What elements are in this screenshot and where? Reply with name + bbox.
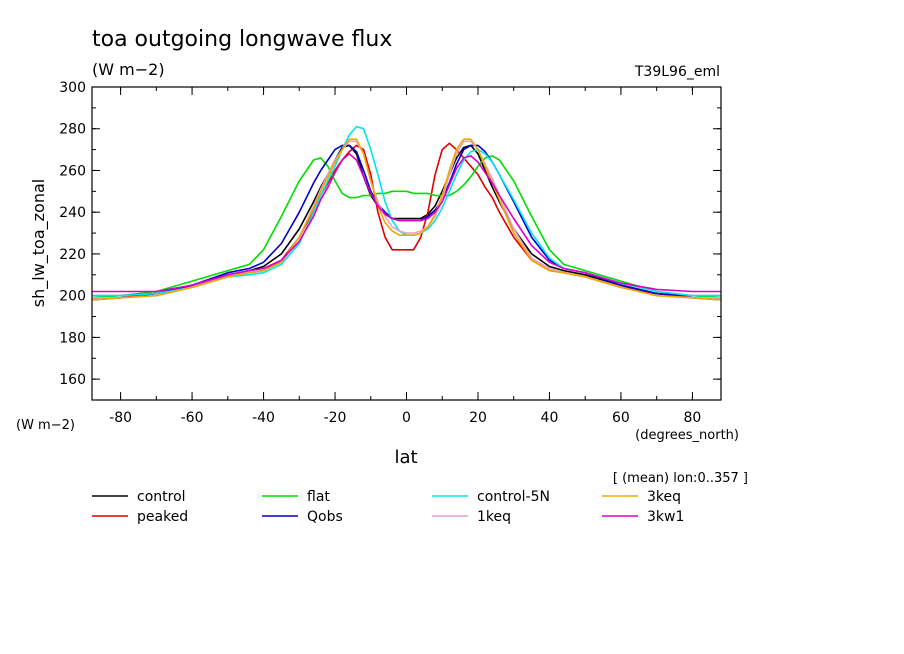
units-label: (W m−2) (92, 60, 165, 79)
plot-area: -80 -60 -40 -20 0 20 40 60 80 160 180 200 220 240 260 2… (59, 80, 722, 426)
x-tick-label: -20 (324, 410, 347, 426)
legend-label-flat: flat (307, 489, 330, 505)
legend-label-qobs: Qobs (307, 509, 343, 525)
y-tick-label: 180 (59, 330, 86, 346)
x-tick-label: -60 (181, 410, 204, 426)
y-tick-label: 280 (59, 122, 86, 138)
plot-frame (91, 86, 722, 401)
legend-label-3kw1: 3kw1 (647, 509, 684, 525)
x-axis-label: lat (394, 447, 417, 468)
y-tick-label: 300 (59, 80, 86, 96)
x-tick-label: -80 (109, 410, 132, 426)
chart-title: toa outgoing longwave flux (92, 27, 392, 52)
legend-label-control: control (137, 489, 186, 505)
y-tick-label: 220 (59, 247, 86, 263)
x-tick-label: 20 (469, 410, 487, 426)
y-tick-label: 240 (59, 205, 86, 221)
y-tick-label: 260 (59, 163, 86, 179)
series-lines (91, 125, 722, 301)
series-line-3keq (91, 138, 722, 301)
y-tick-label: 200 (59, 289, 86, 305)
x-tick-label: 40 (541, 410, 559, 426)
x-units-label: (degrees_north) (635, 428, 739, 443)
y-units-label: (W m−2) (16, 418, 75, 433)
y-axis-label: sh_lw_toa_zonal (29, 179, 49, 307)
legend-label-peaked: peaked (137, 509, 188, 525)
legend: control peaked flat Qobs control-5N 1keq 3keq 3… (92, 489, 684, 525)
x-tick-label: 0 (402, 410, 411, 426)
series-line-control-5n (92, 125, 721, 297)
series-line-flat (91, 155, 722, 299)
x-tick-label: 60 (612, 410, 630, 426)
x-tick-label: 80 (683, 410, 701, 426)
legend-label-control-5n: control-5N (477, 489, 550, 505)
run-label: T39L96_eml (634, 64, 720, 80)
legend-label-3keq: 3keq (647, 489, 681, 505)
x-tick-label: -40 (252, 410, 275, 426)
series-line-1keq (92, 140, 721, 299)
series-line-3kw1 (92, 153, 721, 293)
series-line-control (91, 144, 722, 301)
axis-ticks: -80 -60 -40 -20 0 20 40 60 80 160 180 200 220 240 260 2… (59, 80, 721, 426)
mean-note: [ (mean) lon:0..357 ] (613, 471, 748, 486)
y-tick-label: 160 (59, 372, 86, 388)
legend-label-1keq: 1keq (477, 509, 511, 525)
